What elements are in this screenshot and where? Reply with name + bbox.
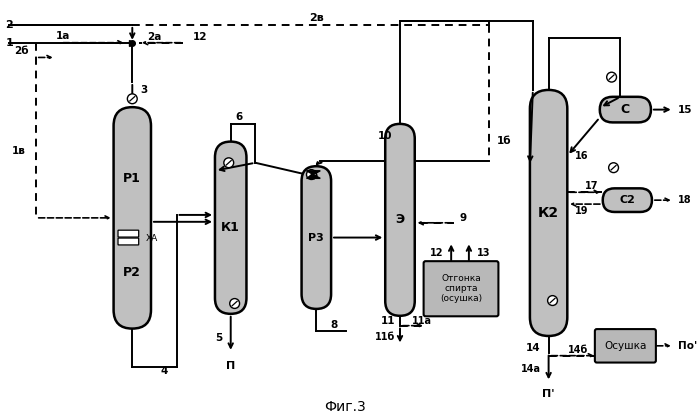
Circle shape — [127, 94, 137, 104]
Text: ХА: ХА — [146, 234, 158, 243]
FancyBboxPatch shape — [603, 188, 652, 212]
Text: Отгонка: Отгонка — [441, 274, 481, 284]
Text: 1в: 1в — [12, 146, 26, 156]
Text: 5: 5 — [215, 333, 223, 343]
Text: 11: 11 — [380, 316, 395, 326]
Text: 14б: 14б — [568, 345, 589, 355]
Text: П: П — [226, 360, 236, 370]
Text: 9: 9 — [459, 213, 466, 223]
Text: Осушка: Осушка — [604, 341, 647, 351]
Text: По': По' — [677, 341, 697, 351]
Text: 19: 19 — [575, 206, 589, 216]
Text: С: С — [621, 103, 630, 116]
Text: 14а: 14а — [521, 365, 541, 375]
FancyBboxPatch shape — [118, 238, 138, 245]
Text: 11а: 11а — [412, 316, 432, 326]
Polygon shape — [306, 175, 320, 178]
FancyBboxPatch shape — [530, 90, 568, 336]
Text: П': П' — [542, 389, 555, 399]
FancyBboxPatch shape — [301, 166, 331, 309]
Text: 14: 14 — [526, 343, 541, 353]
Text: 3: 3 — [140, 85, 147, 95]
Circle shape — [306, 170, 317, 179]
FancyBboxPatch shape — [595, 329, 656, 362]
Text: 8: 8 — [331, 320, 338, 330]
Circle shape — [230, 299, 240, 308]
Text: 18: 18 — [677, 195, 691, 205]
Text: 11б: 11б — [375, 333, 395, 342]
Text: P2: P2 — [123, 265, 141, 278]
FancyBboxPatch shape — [424, 261, 498, 316]
FancyBboxPatch shape — [385, 124, 415, 316]
Text: 6: 6 — [235, 112, 243, 122]
Text: 1а: 1а — [56, 31, 71, 41]
Circle shape — [224, 158, 233, 168]
Text: 13: 13 — [477, 248, 490, 258]
Circle shape — [609, 163, 619, 173]
Text: 2в: 2в — [309, 13, 324, 23]
Text: 1б: 1б — [496, 136, 511, 146]
FancyBboxPatch shape — [114, 107, 151, 328]
Text: С2: С2 — [619, 195, 635, 205]
Text: 2а: 2а — [147, 32, 161, 42]
Text: Фиг.3: Фиг.3 — [324, 400, 366, 414]
Text: 12: 12 — [194, 32, 208, 42]
Text: К1: К1 — [222, 221, 240, 234]
Circle shape — [607, 72, 617, 82]
Text: К2: К2 — [538, 206, 559, 220]
Text: 15: 15 — [677, 105, 692, 115]
Text: 17: 17 — [585, 181, 598, 192]
Text: P1: P1 — [123, 172, 141, 185]
Text: 12: 12 — [430, 248, 443, 258]
Circle shape — [547, 296, 558, 305]
Text: 2: 2 — [6, 20, 13, 30]
FancyBboxPatch shape — [215, 142, 247, 314]
Text: спирта: спирта — [445, 284, 477, 293]
FancyBboxPatch shape — [118, 230, 138, 237]
Text: 2б: 2б — [14, 45, 29, 55]
Text: Э: Э — [396, 213, 405, 226]
Text: 10: 10 — [377, 131, 392, 141]
Text: 16: 16 — [575, 151, 589, 161]
Text: 1: 1 — [6, 38, 13, 48]
Polygon shape — [306, 171, 320, 175]
Text: 4: 4 — [160, 366, 168, 376]
Text: (осушка): (осушка) — [440, 294, 482, 303]
FancyBboxPatch shape — [600, 97, 651, 122]
Text: Р3: Р3 — [308, 233, 324, 243]
